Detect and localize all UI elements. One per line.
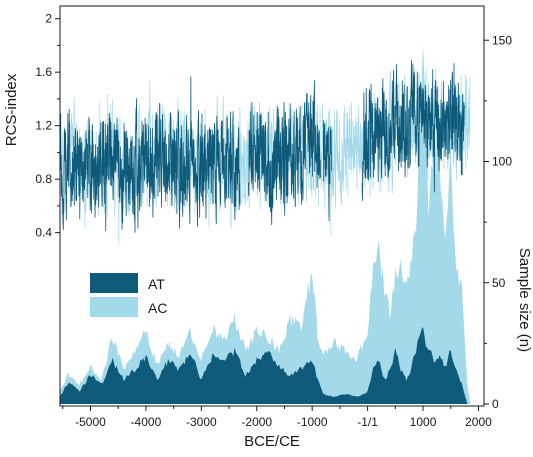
left-y-tick-label: 0.4 — [35, 226, 52, 240]
right-y-tick-label: 50 — [492, 276, 506, 290]
legend-swatch-ac — [90, 297, 138, 317]
x-axis-title: BCE/CE — [244, 433, 300, 450]
x-tick-label: 1000 — [410, 415, 437, 429]
left-y-tick-label: 0.8 — [35, 172, 52, 186]
legend-swatch-at — [90, 273, 138, 293]
right-y-axis-title: Sample size (n) — [516, 248, 533, 352]
left-y-tick-label: 1.6 — [35, 65, 52, 79]
legend-label-at: AT — [148, 276, 165, 292]
x-tick-label: -1/1 — [357, 415, 378, 429]
left-y-axis-title: RCS-index — [3, 73, 20, 146]
legend: AT AC — [90, 273, 167, 317]
rcs-line-at-segment-0 — [59, 76, 241, 233]
right-y-tick-label: 0 — [492, 397, 499, 411]
x-tick-label: -3000 — [186, 415, 217, 429]
x-tick-label: -1000 — [297, 415, 328, 429]
sample-area-at — [60, 326, 468, 404]
left-y-tick-label: 1.2 — [35, 119, 52, 133]
sample-area-ac — [60, 44, 471, 404]
sample-size-areas — [60, 44, 471, 404]
x-tick-label: -5000 — [75, 415, 106, 429]
tick-marks: -5000 -4000 -3000 -2000 -1000 -1/1 1000 20000.4… — [35, 12, 512, 429]
axis-labels: BCE/CE RCS-index Sample size (n) — [3, 73, 533, 450]
x-tick-label: -4000 — [131, 415, 162, 429]
right-y-tick-label: 150 — [492, 33, 512, 47]
rcs-line-at-segment-1 — [248, 80, 321, 226]
rcs-index-lines — [59, 59, 471, 245]
legend-label-ac: AC — [148, 300, 167, 316]
x-tick-label: -2000 — [241, 415, 272, 429]
right-y-tick-label: 100 — [492, 155, 512, 169]
x-tick-label: 2000 — [465, 415, 492, 429]
left-y-tick-label: 2 — [45, 12, 52, 26]
rcs-line-at-segment-3 — [361, 59, 465, 202]
rcs-line-at-segment-2 — [322, 119, 332, 222]
